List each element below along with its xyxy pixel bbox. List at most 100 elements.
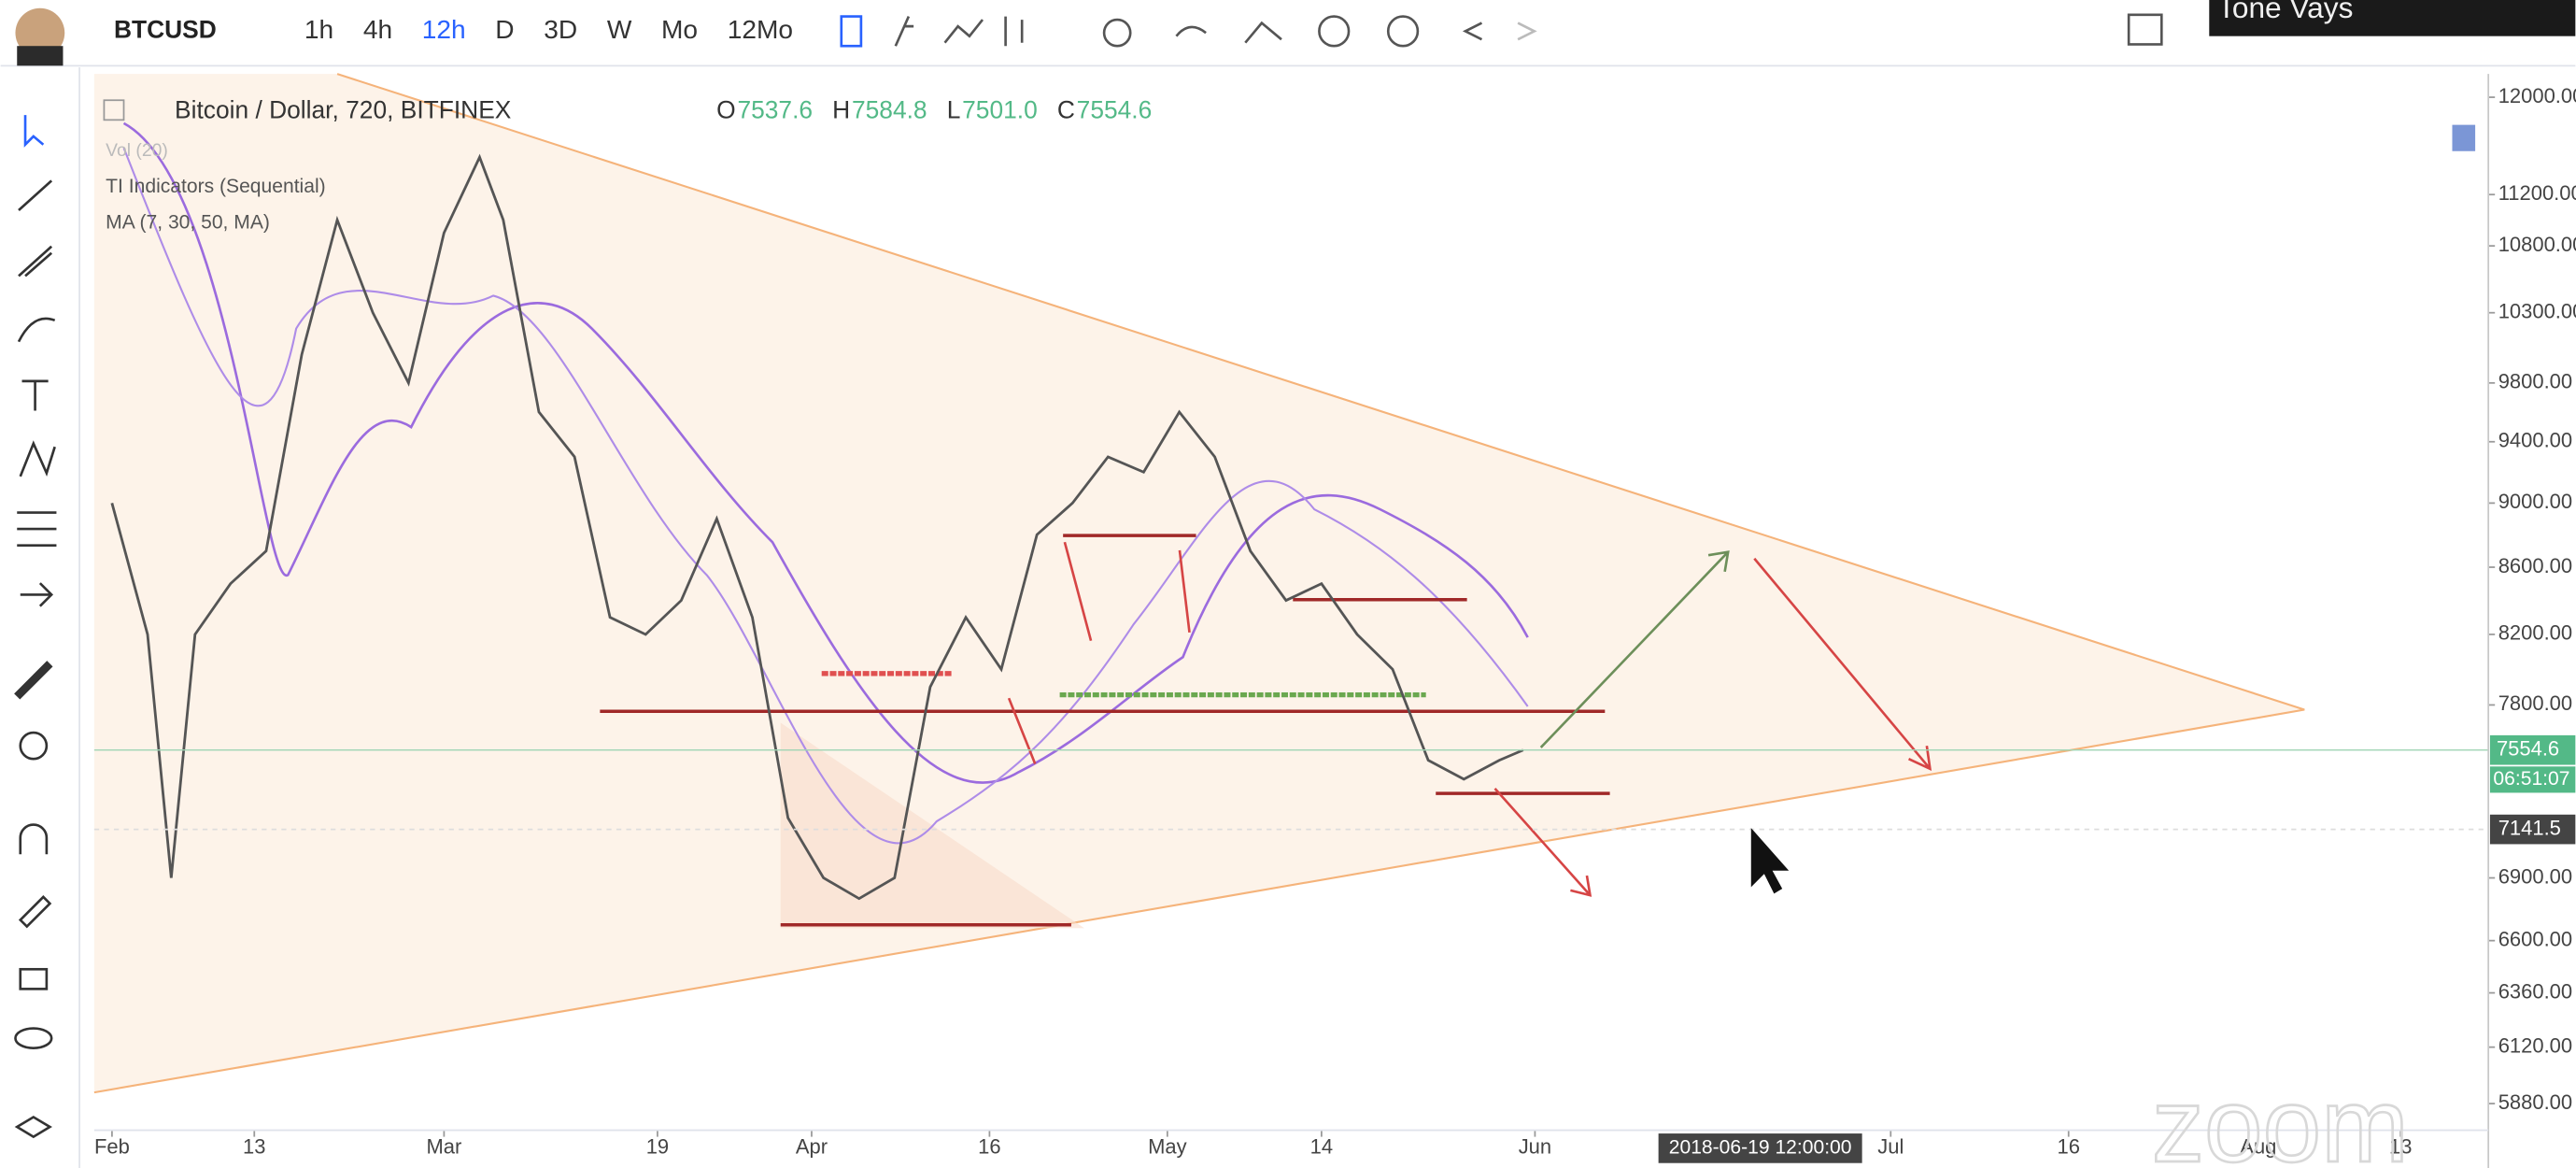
pattern-tool[interactable] [19,440,56,477]
brush-tool[interactable] [17,317,56,343]
last-price-label: 7554.6 [2497,737,2559,761]
ohlc-label: H [832,96,850,124]
plot-area [93,73,2305,1094]
y-tick-label: 6360.00 [2498,979,2572,1003]
x-tick-label: 13 [243,1135,265,1159]
lock-tool[interactable] [19,967,49,990]
x-tick-label: Aug [2240,1135,2276,1159]
y-tick-label: 6600.00 [2498,927,2572,950]
symbol[interactable]: BTCUSD [114,15,217,43]
pattern-icon[interactable] [1244,21,1282,44]
bars-icon[interactable] [1004,16,1024,47]
visibility-tool[interactable] [14,1027,53,1049]
cursor-tool[interactable] [23,115,45,148]
drawing-tools [14,115,57,1139]
x-tick-label: Jul [1877,1135,1904,1159]
line-icon[interactable] [1175,25,1207,37]
interval-button[interactable]: Mo [661,15,698,44]
interval-button[interactable]: 1h [304,15,333,44]
video-overlay [2209,0,2576,36]
ohlc-value: 7554.6 [1077,96,1153,124]
support-lines [600,534,1610,927]
y-tick-label: 6120.00 [2498,1033,2572,1057]
ma-50 [122,121,1529,784]
lock-draw-tool[interactable] [18,895,52,929]
y-tick-label: 11200.00 [2498,181,2576,205]
avatar[interactable] [15,7,65,58]
interval-button[interactable]: W [607,15,632,44]
interval-button[interactable]: D [495,15,514,44]
down-arrow [1753,557,1932,771]
collapse-box[interactable] [103,99,125,121]
y-tick-label: 9400.00 [2498,429,2572,452]
x-tick-label: 19 [646,1135,669,1159]
indicator-label: Vol (20) [106,141,168,161]
interval-button[interactable]: 4h [363,15,392,44]
y-tick-label: 7800.00 [2498,691,2572,715]
toolbar-icons [840,13,2163,48]
x-tick-label: Mar [426,1135,461,1159]
down-arrow [1493,788,1592,897]
x-tick-label: May [1148,1135,1187,1159]
down-arrow [1063,541,1093,641]
ohlc-values: O 7537.6 H 7584.8 L 7501.0 C 7554.6 [716,96,1152,124]
y-tick-label: 12000.00 [2498,84,2576,107]
x-tick-label: Jun [1519,1135,1551,1159]
arrows [1007,541,1932,897]
layers-tool[interactable] [14,1115,52,1139]
triangle-fill [93,74,2305,1093]
text-tool[interactable] [21,379,49,411]
ohlc-label: L [947,96,961,124]
ohlc-value: 7501.0 [962,96,1038,124]
mouse-cursor [1750,828,1790,894]
indicators-icon[interactable] [943,19,984,44]
last-price-box [2489,734,2576,765]
x-tick-label: 14 [1310,1135,1333,1159]
undo-icon[interactable] [1462,21,1483,41]
candles-icon[interactable] [840,15,863,48]
redo-icon[interactable] [1517,21,1537,41]
alert-icon[interactable] [1318,15,1351,48]
fib-tool[interactable] [18,245,53,278]
presenter-name: Tone Vays [2217,0,2353,24]
layout-icon[interactable] [2127,13,2163,46]
y-tick-label: 9000.00 [2498,490,2572,513]
interval-group: 1h 4h 12h D 3D W Mo 12Mo [304,15,793,44]
top-toolbar [0,0,2576,66]
interval-button[interactable]: 12Mo [728,15,793,44]
ma-30 [122,147,1529,845]
templates-icon[interactable] [1102,18,1132,48]
x-tick-label: 13 [2389,1135,2412,1159]
price-line [110,153,1524,901]
interval-button[interactable]: 3D [544,15,577,44]
ohlc-label: O [716,96,736,124]
indicator-label: TI Indicators (Sequential) [106,176,325,197]
avatar-shirt [17,46,64,66]
triangle-pattern [93,73,2305,1094]
replay-icon[interactable] [1386,15,1420,48]
arrow-tool[interactable] [20,582,54,607]
zoom-watermark: zoom [2152,1066,2409,1168]
y-tick-label: 8600.00 [2498,554,2572,577]
down-arrow [1178,549,1191,634]
y-tick-label: 10800.00 [2498,233,2576,256]
side-icon[interactable] [2452,124,2476,151]
countdown-label: 06:51:07 [2493,768,2569,790]
crosshair-time-label: 2018-06-19 12:00:00 [1669,1136,1852,1158]
x-tick-label: 16 [978,1135,1000,1159]
interval-button[interactable]: 12h [422,15,466,44]
prediction-tool[interactable] [17,511,57,548]
ohlc-value: 7584.8 [852,96,927,124]
axes: 12000.00 11200.00 10800.00 10300.00 9800.00 9… [93,84,2576,1163]
compare-icon[interactable] [894,16,914,47]
x-tick-label: 16 [2058,1135,2080,1159]
measure-tool[interactable] [14,661,53,700]
trendline-tool[interactable] [18,179,53,212]
crosshair-time-box [1658,1133,1862,1163]
magnet-tool[interactable] [19,823,49,855]
crosshair-price-box [2489,814,2576,845]
zoom-tool[interactable] [19,731,49,761]
series-title: Bitcoin / Dollar, 720, BITFINEX [175,96,512,124]
